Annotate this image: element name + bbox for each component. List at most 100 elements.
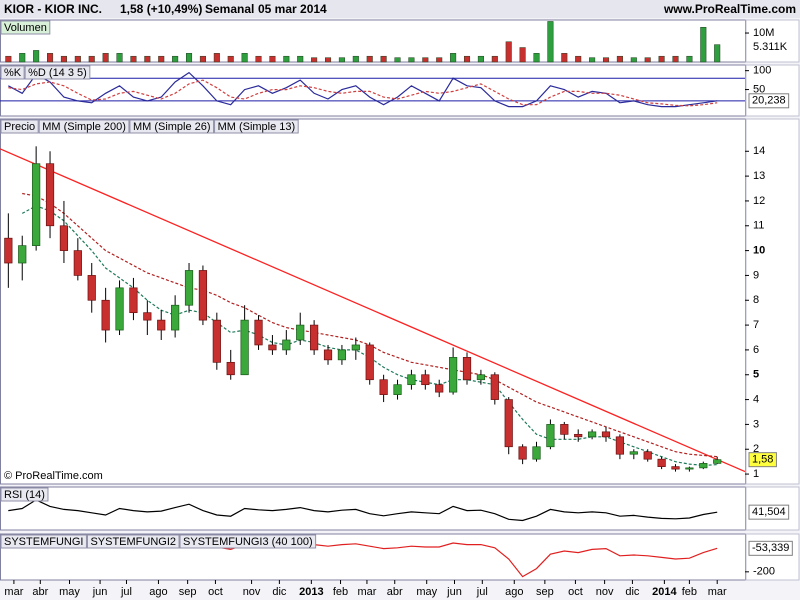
x-tick-label: nov xyxy=(243,586,261,598)
candle-body xyxy=(87,275,96,301)
candle-body xyxy=(143,312,152,321)
x-tick-label: may xyxy=(59,586,80,598)
date: 05 mar 2014 xyxy=(258,2,327,16)
y-tick-label: 12 xyxy=(753,195,765,207)
volume-bar xyxy=(450,53,457,63)
candle-body xyxy=(73,250,82,276)
y-tick-label: 5 xyxy=(753,369,759,381)
x-tick-label: jun xyxy=(446,586,462,598)
x-tick-label: ago xyxy=(505,586,523,598)
candle-body xyxy=(504,399,513,448)
candle-body xyxy=(226,361,235,376)
legend-box xyxy=(86,534,180,549)
candle-body xyxy=(115,287,124,331)
volume-bar xyxy=(186,53,193,63)
legend-box xyxy=(0,487,49,502)
volume-bar xyxy=(658,55,665,63)
y-tick-label: 9 xyxy=(753,269,759,281)
volume-bar xyxy=(630,57,637,63)
volume-bar xyxy=(5,55,12,63)
legend-box xyxy=(0,119,39,134)
volume-bar xyxy=(283,55,290,63)
value-label-box xyxy=(748,540,793,556)
x-tick-label: nov xyxy=(596,586,614,598)
x-tick-label: 2013 xyxy=(299,586,323,598)
legend-box xyxy=(0,65,25,80)
candle-body xyxy=(184,270,194,306)
legend-box xyxy=(0,534,87,549)
volume-bar xyxy=(463,55,471,63)
legend-box xyxy=(38,119,130,134)
candle-body xyxy=(393,384,402,395)
header-bar xyxy=(0,0,800,18)
volume-bar xyxy=(644,57,651,63)
value-label: 20,238 xyxy=(752,95,786,107)
trendline xyxy=(0,148,746,473)
volume-bar xyxy=(33,50,40,63)
volume-bar xyxy=(269,55,276,63)
candle-body xyxy=(546,424,555,448)
candle-body xyxy=(32,163,41,246)
candle-body xyxy=(518,446,527,460)
candle-body xyxy=(212,319,221,363)
candle-body xyxy=(490,374,499,400)
legend-label: %D (14 3 5) xyxy=(28,67,87,79)
legend-label: RSI (14) xyxy=(4,489,45,501)
value-label-box xyxy=(748,452,777,468)
volume-bar xyxy=(533,53,540,63)
candle-body xyxy=(282,339,291,351)
y-tick-label: 4 xyxy=(753,393,759,405)
legend-label: MM (Simple 26) xyxy=(133,121,211,133)
volume-bar xyxy=(700,26,707,63)
legend-label: Precio xyxy=(4,121,35,133)
legend-label: SYSTEMFUNGI xyxy=(4,536,83,548)
period: Semanal xyxy=(205,2,254,16)
candle-body xyxy=(407,374,416,386)
candle-body xyxy=(671,466,680,470)
volume-bar xyxy=(436,57,443,63)
candle-body xyxy=(198,270,208,321)
legend-label: Volumen xyxy=(4,22,47,34)
value-label: 41,504 xyxy=(752,506,786,518)
volume-bar xyxy=(380,55,387,63)
volume-bar xyxy=(158,55,165,63)
y-tick-label: 1 xyxy=(753,468,759,480)
y-tick-label: 2 xyxy=(753,443,759,455)
y-tick-label: 10 xyxy=(753,245,765,257)
axis-area xyxy=(745,118,800,485)
candle-body xyxy=(713,459,722,464)
volume-bar xyxy=(338,57,345,63)
x-tick-label: oct xyxy=(568,586,583,598)
x-tick-label: jul xyxy=(120,586,132,598)
candle-body xyxy=(629,451,638,455)
candle-body xyxy=(59,225,69,251)
candle-body xyxy=(657,458,666,467)
x-tick-label: ago xyxy=(149,586,167,598)
y-tick-label: 14 xyxy=(753,145,765,157)
x-tick-label: feb xyxy=(682,586,697,598)
y-tick-label: -200 xyxy=(753,566,775,578)
series-line xyxy=(8,499,718,522)
candle-body xyxy=(240,319,249,376)
candle-body xyxy=(560,424,569,435)
candle-body xyxy=(351,344,360,351)
y-tick-label: 7 xyxy=(753,319,759,331)
candle-body xyxy=(323,349,333,361)
volume-bar xyxy=(672,55,679,63)
legend-box xyxy=(24,65,91,80)
candle-body xyxy=(476,374,486,381)
legend-label: SYSTEMFUNGI2 xyxy=(90,536,176,548)
candle-body xyxy=(129,287,138,314)
volume-bar xyxy=(561,53,568,63)
volume-bar xyxy=(519,47,526,63)
y-tick-label: 6 xyxy=(753,344,759,356)
y-tick-label: 100 xyxy=(753,65,771,77)
candle-body xyxy=(421,374,430,386)
candle-body xyxy=(18,245,27,264)
x-tick-label: dic xyxy=(272,586,287,598)
candle-body xyxy=(337,349,347,361)
candle-body xyxy=(101,299,110,331)
candle-body xyxy=(310,324,319,351)
